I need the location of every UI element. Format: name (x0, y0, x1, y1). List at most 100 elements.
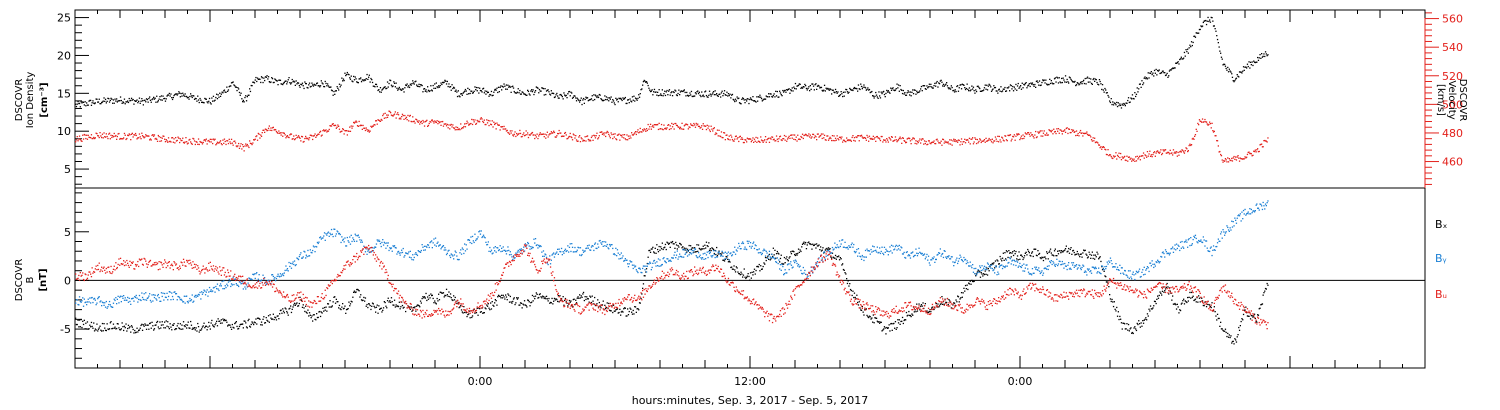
ion-density-points-point (442, 81, 444, 84)
velocity-points-point (137, 137, 139, 139)
ion-density-points-point (492, 94, 494, 96)
b-component-0-points-point (319, 310, 321, 313)
velocity-points-point (595, 135, 597, 137)
ion-density-points-point (290, 82, 293, 84)
b-component-1-points-point (178, 296, 180, 298)
b-component-0-points-point (134, 332, 137, 334)
velocity-points-point (216, 143, 218, 145)
ion-density-points-point (170, 93, 172, 95)
b-component-0-points-point (312, 320, 314, 322)
ion-density-points-point (1263, 53, 1265, 55)
b-component-0-points-point (243, 320, 245, 322)
b-component-0-points-point (674, 247, 676, 249)
b-component-0-points-point (1005, 258, 1007, 260)
ion-density-points-point (247, 94, 249, 96)
velocity-points-point (739, 135, 741, 137)
velocity-points-point (819, 135, 821, 137)
velocity-points-point (365, 127, 367, 129)
ion-density-points-point (427, 89, 430, 91)
b-component-0-points-point (890, 323, 892, 325)
velocity-points-point (460, 128, 463, 130)
b-component-0-points-point (1189, 291, 1191, 294)
b-component-0-points-point (529, 305, 531, 307)
ion-density-points-point (664, 94, 667, 97)
velocity-points-point (909, 137, 911, 140)
velocity-points-point (1022, 134, 1024, 136)
ion-density-points-point (875, 91, 877, 94)
ion-density-points-point (330, 89, 333, 91)
b-component-1-points-point (230, 283, 233, 285)
velocity-points-point (925, 140, 927, 143)
b-component-0-points-point (699, 248, 701, 250)
ion-density-points-point (862, 86, 864, 88)
velocity-points-point (983, 140, 985, 142)
ion-density-points-point (842, 91, 845, 93)
b-component-0-points-point (533, 295, 535, 298)
b-component-0-points-point (156, 321, 158, 324)
ion-density-points-point (591, 95, 593, 97)
velocity-points-point (657, 128, 660, 131)
velocity-points-point (334, 124, 336, 127)
velocity-points-point (851, 136, 853, 139)
ion-density-points-point (1047, 83, 1049, 86)
ion-density-points-point (291, 78, 293, 81)
b-component-0-points-point (257, 317, 259, 319)
ion-density-points-point (1082, 80, 1084, 83)
b-component-0-points-point (864, 309, 866, 311)
ion-density-points-point (727, 93, 730, 95)
b-component-0-points-point (515, 302, 517, 304)
b-component-0-points-point (722, 259, 724, 261)
ion-density-points-point (919, 90, 921, 92)
velocity-points-point (148, 135, 150, 137)
ion-density-points-point (279, 79, 282, 81)
velocity-points-point (471, 118, 473, 121)
b-component-0-points-point (1152, 307, 1154, 309)
ion-density-points-point (1167, 76, 1169, 78)
ion-density-points-point (747, 98, 749, 100)
b-component-0-points-point (221, 322, 223, 324)
b-component-0-points-point (925, 311, 927, 313)
velocity-points-point (151, 134, 153, 137)
b-component-0-points-point (483, 312, 485, 314)
b-component-0-points-point (1049, 250, 1051, 252)
velocity-points-point (1038, 131, 1041, 133)
velocity-points-point (533, 134, 535, 136)
ion-density-points-point (397, 89, 399, 91)
top-right-tick-label: 560 (1442, 13, 1463, 26)
ion-density-points-point (1042, 80, 1045, 82)
b-component-0-points-point (1000, 258, 1002, 260)
ion-density-points-point (994, 86, 997, 89)
b-component-0-points-point (938, 306, 940, 308)
velocity-points-point (947, 141, 949, 143)
velocity-points-point (448, 124, 450, 126)
ion-density-points-point (920, 85, 923, 88)
ion-density-points-point (564, 94, 566, 96)
velocity-points-point (1125, 159, 1127, 162)
b-component-0-points-point (642, 287, 644, 289)
ion-density-points-point (951, 86, 953, 89)
ion-density-points-point (190, 93, 192, 95)
b-component-0-points-point (545, 298, 547, 300)
ion-density-points-point (204, 98, 207, 100)
b-component-0-points-point (1162, 286, 1164, 288)
b-component-0-points-point (784, 262, 786, 264)
ion-density-points-point (1109, 101, 1112, 104)
b-component-0-points-point (512, 298, 515, 300)
velocity-points-point (700, 126, 702, 129)
b-component-0-points-point (582, 291, 585, 294)
velocity-points-point (442, 120, 444, 123)
b-component-0-points-point (833, 257, 835, 259)
b-component-1-points-point (209, 290, 211, 292)
velocity-points-point (863, 136, 865, 139)
velocity-points-point (327, 130, 330, 132)
velocity-points-point (640, 131, 642, 133)
velocity-points-point (422, 119, 424, 122)
velocity-points-point (1053, 131, 1056, 133)
ion-density-points-point (163, 98, 165, 100)
b-component-0-points-point (349, 305, 351, 307)
ion-density-points-point (608, 100, 610, 102)
ion-density-points-point (338, 83, 341, 85)
b-component-1-points-point (197, 295, 199, 297)
b-component-0-points-point (1003, 259, 1005, 261)
velocity-points-point (1264, 140, 1267, 142)
